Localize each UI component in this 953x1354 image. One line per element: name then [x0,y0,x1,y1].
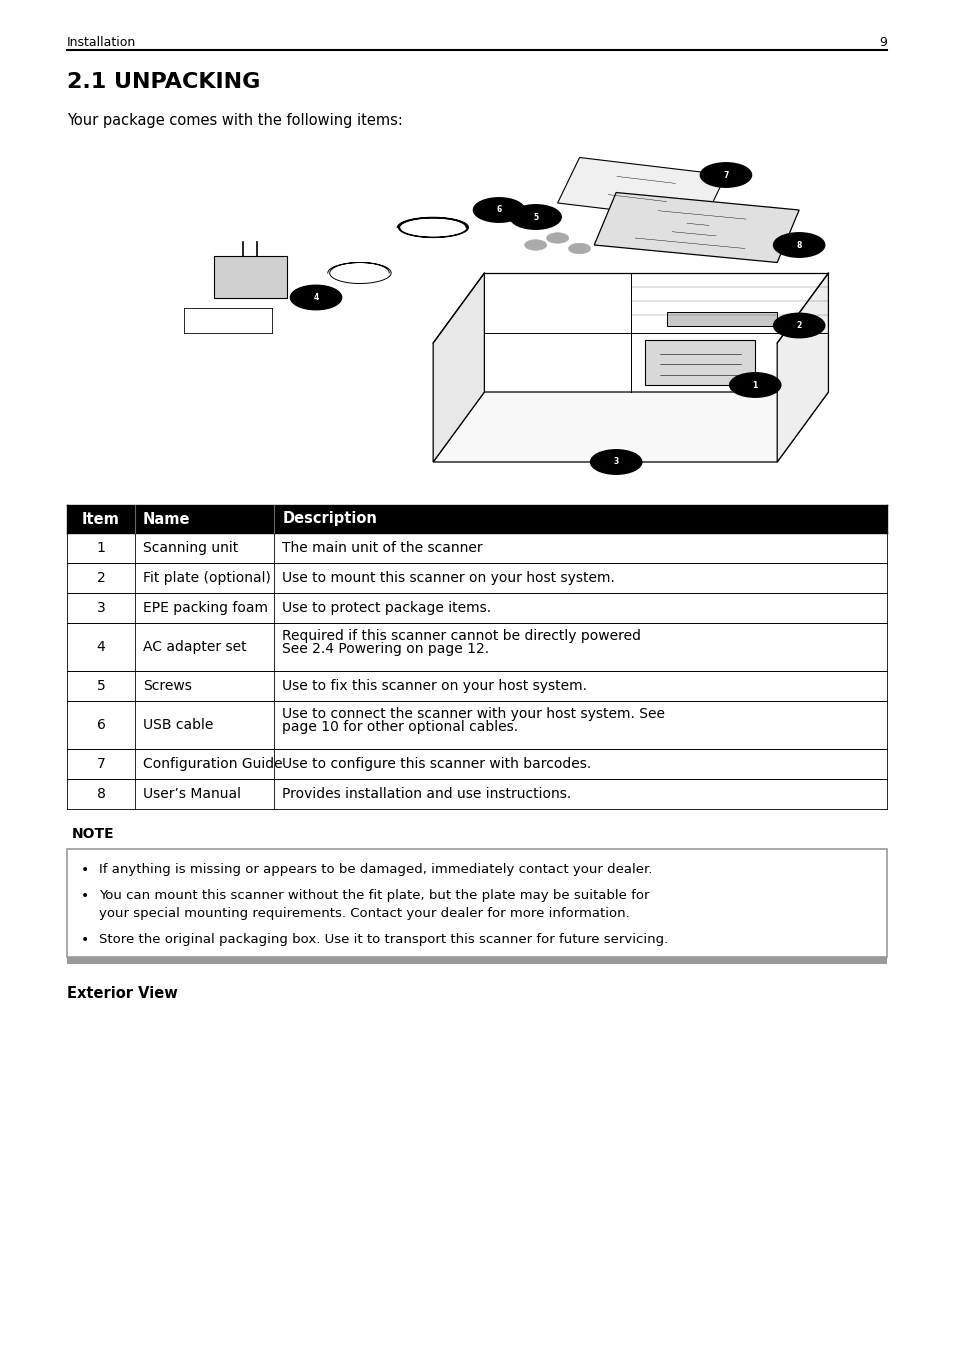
Text: •: • [81,890,90,903]
Text: 2: 2 [796,321,801,330]
Text: Name: Name [143,512,191,527]
Circle shape [773,313,824,337]
Circle shape [510,204,560,229]
Text: 3: 3 [96,601,105,615]
Text: NOTE: NOTE [71,827,114,841]
Text: 3: 3 [613,458,618,467]
Text: If anything is missing or appears to be damaged, immediately contact your dealer: If anything is missing or appears to be … [99,862,652,876]
Circle shape [473,198,524,222]
Text: The main unit of the scanner: The main unit of the scanner [282,542,482,555]
Text: Required if this scanner cannot be directly powered: Required if this scanner cannot be direc… [282,630,640,643]
Polygon shape [557,157,725,221]
Polygon shape [433,393,827,462]
Text: 1: 1 [752,380,757,390]
Text: Store the original packaging box. Use it to transport this scanner for future se: Store the original packaging box. Use it… [99,933,667,946]
Text: your special mounting requirements. Contact your dealer for more information.: your special mounting requirements. Cont… [99,907,629,919]
Circle shape [729,372,781,397]
Text: Fit plate (optional): Fit plate (optional) [143,571,271,585]
Circle shape [290,286,341,310]
Polygon shape [777,274,827,462]
Text: Use to mount this scanner on your host system.: Use to mount this scanner on your host s… [282,571,615,585]
Text: 9: 9 [879,35,886,49]
Text: 8: 8 [96,787,106,802]
Text: 6: 6 [496,206,501,214]
Text: Provides installation and use instructions.: Provides installation and use instructio… [282,787,571,802]
Polygon shape [433,274,484,462]
Text: Scanning unit: Scanning unit [143,542,238,555]
Text: Use to connect the scanner with your host system. See: Use to connect the scanner with your hos… [282,707,665,722]
Text: •: • [81,862,90,877]
Polygon shape [594,192,799,263]
Text: Exterior View: Exterior View [67,986,177,1001]
Text: 8: 8 [796,241,801,249]
Text: 2: 2 [96,571,105,585]
Polygon shape [645,340,755,385]
Text: AC adapter set: AC adapter set [143,640,247,654]
Text: 7: 7 [722,171,728,180]
Text: 5: 5 [533,213,537,222]
Polygon shape [213,256,287,298]
Text: Your package comes with the following items:: Your package comes with the following it… [67,112,402,127]
Bar [67,957,886,964]
Text: User’s Manual: User’s Manual [143,787,241,802]
Text: 5: 5 [96,678,105,693]
Bar [67,849,886,957]
Text: Use to configure this scanner with barcodes.: Use to configure this scanner with barco… [282,757,591,770]
Text: Use to fix this scanner on your host system.: Use to fix this scanner on your host sys… [282,678,587,693]
Text: page 10 for other optional cables.: page 10 for other optional cables. [282,720,518,734]
Circle shape [546,233,568,244]
Circle shape [568,244,590,253]
Text: 7: 7 [96,757,105,770]
Circle shape [524,240,546,250]
Text: Screws: Screws [143,678,192,693]
Text: 2.1 UNPACKING: 2.1 UNPACKING [67,72,260,92]
Text: 4: 4 [96,640,105,654]
Text: •: • [81,933,90,946]
Text: You can mount this scanner without the fit plate, but the plate may be suitable : You can mount this scanner without the f… [99,890,649,902]
Text: 4: 4 [314,292,318,302]
Text: See 2.4 Powering on page 12.: See 2.4 Powering on page 12. [282,642,489,657]
Text: USB cable: USB cable [143,718,213,733]
Circle shape [773,233,824,257]
Text: 1: 1 [96,542,106,555]
Polygon shape [667,311,777,325]
Text: Use to protect package items.: Use to protect package items. [282,601,491,615]
Text: Configuration Guide: Configuration Guide [143,757,282,770]
Circle shape [590,450,641,474]
Text: EPE packing foam: EPE packing foam [143,601,268,615]
Text: Description: Description [282,512,377,527]
Circle shape [700,162,751,187]
Text: Installation: Installation [67,35,136,49]
Bar [67,505,886,533]
Text: 6: 6 [96,718,106,733]
Text: Item: Item [82,512,120,527]
